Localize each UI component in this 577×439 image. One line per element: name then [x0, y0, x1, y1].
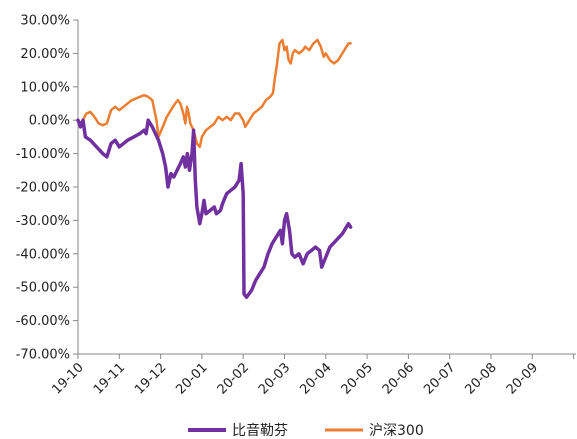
legend-label: 比音勒芬 — [232, 422, 288, 439]
x-tick-label: 20-04 — [297, 360, 334, 397]
y-tick-label: -70.00% — [16, 348, 70, 363]
y-tick-label: 20.00% — [20, 47, 70, 62]
legend-label: 沪深300 — [369, 423, 424, 439]
y-tick-label: -20.00% — [16, 181, 70, 196]
y-tick-label: 0.00% — [29, 114, 70, 129]
x-axis: 19-10 19-11 19-12 20-01 20-02 20-03 20-04 20-05… — [50, 353, 576, 398]
y-tick-label: 10.00% — [20, 80, 70, 95]
x-tick-label: 20-06 — [380, 360, 417, 397]
y-tick-label: -30.00% — [16, 214, 70, 229]
y-tick-label: -50.00% — [16, 281, 70, 296]
series-line-0 — [76, 118, 353, 299]
x-tick-label: 19-11 — [91, 360, 128, 397]
y-tick-label: -10.00% — [16, 147, 70, 162]
x-tick-label: 20-03 — [256, 360, 293, 397]
series-lines — [76, 38, 353, 299]
x-tick-label: 20-07 — [421, 360, 458, 397]
x-tick-label: 20-01 — [173, 360, 210, 397]
series-line-1 — [76, 38, 352, 149]
y-tick-label: 30.00% — [20, 14, 70, 29]
x-tick-label: 20-09 — [504, 360, 541, 397]
x-tick-label: 20-02 — [215, 360, 252, 397]
y-tick-label: -40.00% — [16, 247, 70, 262]
x-tick-label: 20-08 — [463, 360, 500, 397]
x-tick-label: 19-12 — [132, 360, 169, 397]
x-tick-label: 20-05 — [339, 360, 376, 397]
y-tick-label: -60.00% — [16, 314, 70, 329]
legend: 比音勒芬 沪深300 — [188, 422, 424, 439]
x-tick-label: 19-10 — [50, 360, 87, 397]
y-axis: 30.00% 20.00% 10.00% 0.00% -10.00% -20.00% -30… — [16, 14, 79, 363]
